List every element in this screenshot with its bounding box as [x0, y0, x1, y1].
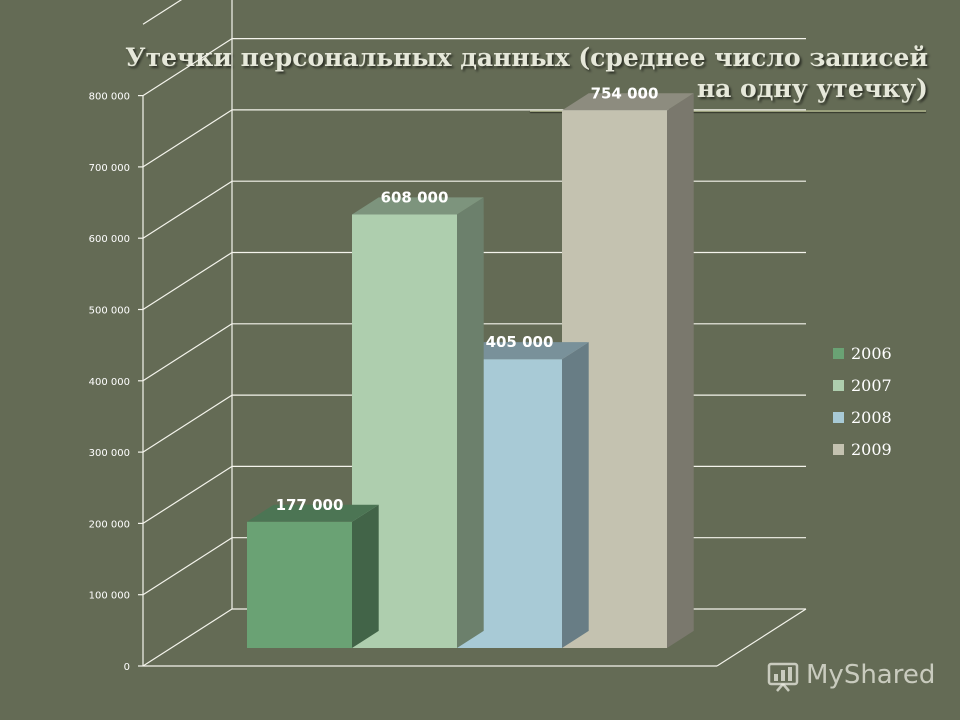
legend-label-2007: 2007 — [851, 376, 892, 395]
bar-side-2006 — [352, 504, 379, 648]
gridline-side — [142, 323, 233, 382]
y-tick-label: 500 000 — [89, 306, 130, 317]
bar-top-2006 — [247, 504, 379, 522]
gridline-side — [142, 608, 233, 667]
legend-label-2009: 2009 — [851, 440, 892, 459]
presentation-board-icon — [767, 662, 799, 692]
legend-swatch-2008 — [833, 412, 844, 423]
data-label-2007: 608 000 — [381, 188, 449, 206]
title-underline — [530, 110, 926, 112]
bar-side-2009 — [667, 93, 694, 649]
data-label-2006: 177 000 — [276, 496, 344, 514]
chart-legend: 2006 2007 2008 2009 — [833, 344, 892, 459]
chart-bars — [247, 93, 694, 649]
y-tick-label: 300 000 — [89, 448, 130, 459]
bar-top-2007 — [352, 197, 484, 215]
bar-side-2007 — [457, 197, 484, 648]
gridline-side — [142, 251, 233, 311]
gridline-side — [142, 394, 233, 453]
y-tick-label: 800 000 — [89, 92, 130, 103]
slide-title: Утечки персональных данных (среднее числ… — [125, 43, 928, 103]
y-tick-label: 600 000 — [89, 234, 130, 245]
y-tick-label: 700 000 — [89, 163, 130, 174]
legend-swatch-2006 — [833, 348, 844, 359]
gridline-side — [142, 537, 233, 596]
bar-top-2009 — [562, 93, 694, 111]
bar-2006 — [247, 504, 379, 648]
y-tick-label: 400 000 — [89, 377, 130, 388]
watermark: MyShared — [766, 655, 935, 695]
legend-label-2006: 2006 — [851, 344, 892, 363]
y-tick-label: 100 000 — [89, 591, 130, 602]
data-labels: 177 000 608 000 405 000 754 000 — [276, 84, 659, 513]
bar-top-2008 — [457, 342, 589, 360]
y-tick-label: 0 — [124, 662, 130, 673]
gridline-side — [142, 38, 233, 97]
legend-swatch-2007 — [833, 380, 844, 391]
floor-right-edge — [716, 608, 807, 667]
bar-2009 — [562, 93, 694, 649]
bar-side-2008 — [562, 342, 589, 648]
legend-label-2008: 2008 — [851, 408, 892, 427]
legend-swatch-2009 — [833, 444, 844, 455]
bar-front-2006 — [247, 521, 352, 648]
gridline-side — [142, 465, 233, 524]
gridline-side — [142, 109, 233, 168]
y-tick-label: 200 000 — [89, 519, 130, 530]
y-axis: 0 100 000 200 000 300 000 400 000 500 000 600 … — [89, 92, 144, 673]
data-label-2009: 754 000 — [591, 84, 659, 102]
data-label-2008: 405 000 — [486, 333, 554, 351]
gridline-side — [142, 0, 183, 25]
watermark-text: MyShared — [806, 660, 936, 690]
gridline-side — [142, 180, 233, 239]
